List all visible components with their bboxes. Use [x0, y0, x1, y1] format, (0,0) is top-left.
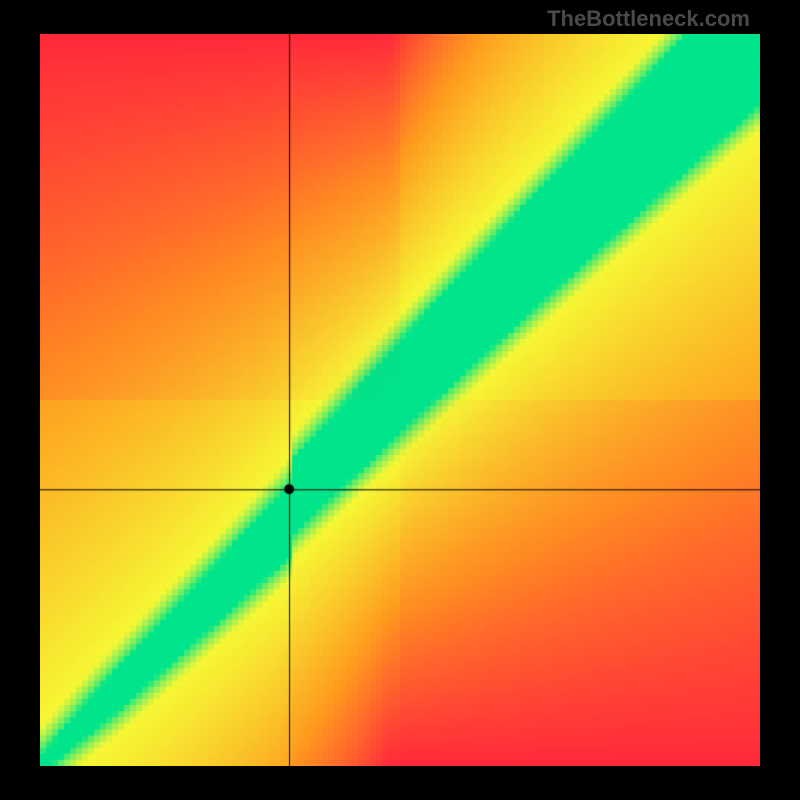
- source-watermark: TheBottleneck.com: [547, 6, 750, 32]
- chart-container: TheBottleneck.com: [0, 0, 800, 800]
- bottleneck-heatmap: [40, 34, 760, 766]
